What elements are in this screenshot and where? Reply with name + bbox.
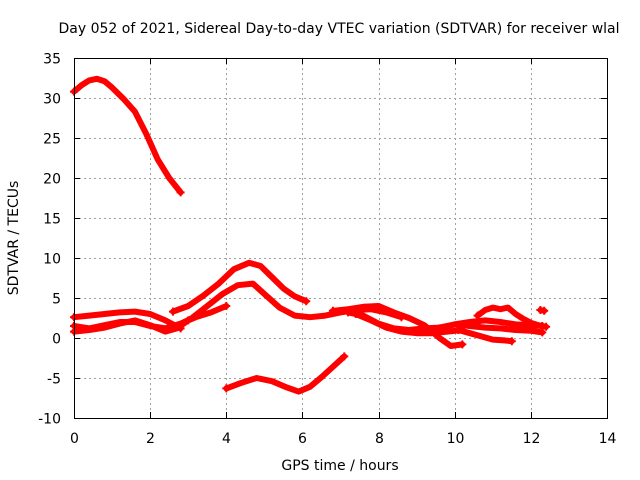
series-arc-3-end-point bbox=[222, 302, 231, 310]
series-arc-1 bbox=[71, 75, 184, 196]
series-arc-12 bbox=[455, 327, 515, 345]
series-arc-7-end-point bbox=[340, 352, 349, 361]
series-arc-12-end-point bbox=[507, 337, 516, 346]
series-arc-8-start-point bbox=[328, 306, 337, 315]
series-arc-5-end-point bbox=[302, 297, 311, 306]
series-arc-8-end-point bbox=[458, 340, 467, 349]
y-tick-label: -10 bbox=[38, 412, 61, 428]
y-tick-label: 0 bbox=[52, 332, 61, 348]
x-tick-label: 8 bbox=[375, 431, 384, 447]
y-tick-label: 25 bbox=[43, 132, 61, 148]
series-arc-10-start-point bbox=[351, 310, 360, 318]
y-tick-label: 20 bbox=[43, 172, 61, 188]
y-axis-label: SDTVAR / TECUs bbox=[6, 181, 22, 296]
series-arc-10 bbox=[352, 311, 466, 337]
series-arc-7 bbox=[223, 353, 348, 395]
series-arc-14-end-point bbox=[540, 306, 549, 315]
y-tick-label: 35 bbox=[43, 52, 61, 68]
series-layer bbox=[70, 75, 551, 395]
series-arc-11-start-point bbox=[435, 324, 444, 333]
series-arc-13-start-point bbox=[473, 311, 482, 320]
x-tick-label: 12 bbox=[523, 431, 541, 447]
y-tick-label: -5 bbox=[47, 372, 61, 388]
series-arc-5-start-point bbox=[168, 307, 177, 316]
x-tick-label: 2 bbox=[146, 431, 155, 447]
series-arc-11 bbox=[436, 317, 546, 332]
x-axis-label: GPS time / hours bbox=[281, 458, 398, 474]
series-arc-12-start-point bbox=[454, 326, 463, 334]
y-tick-label: 5 bbox=[52, 292, 61, 308]
series-arc-13 bbox=[474, 304, 550, 330]
x-tick-label: 0 bbox=[70, 431, 79, 447]
series-arc-6-start-point bbox=[172, 322, 181, 330]
series-arc-13-end-point bbox=[542, 322, 551, 331]
series-arc-5 bbox=[170, 259, 310, 315]
series-arc-4 bbox=[71, 317, 192, 335]
series-arc-2 bbox=[71, 308, 184, 332]
x-tick-label: 6 bbox=[298, 431, 307, 447]
series-arc-1-end-point bbox=[176, 188, 185, 197]
y-tick-label: 10 bbox=[43, 252, 61, 268]
plot-frame bbox=[74, 58, 608, 419]
x-tick-label: 10 bbox=[447, 431, 465, 447]
x-tick-label: 4 bbox=[222, 431, 231, 447]
chart-title: Day 052 of 2021, Sidereal Day-to-day VTE… bbox=[58, 21, 619, 37]
series-arc-7-start-point bbox=[222, 384, 231, 393]
grid bbox=[74, 58, 607, 418]
series-arc-9-start-point bbox=[344, 308, 353, 317]
x-tick-label: 14 bbox=[599, 431, 617, 447]
y-tick-label: 30 bbox=[43, 92, 61, 108]
axis-ticks: 0 2 4 6 8 10 12 14 -10 -5 0 5 10 15 20 25 30 35 bbox=[38, 52, 616, 448]
series-arc-8 bbox=[329, 303, 466, 349]
y-tick-label: 15 bbox=[43, 212, 61, 228]
